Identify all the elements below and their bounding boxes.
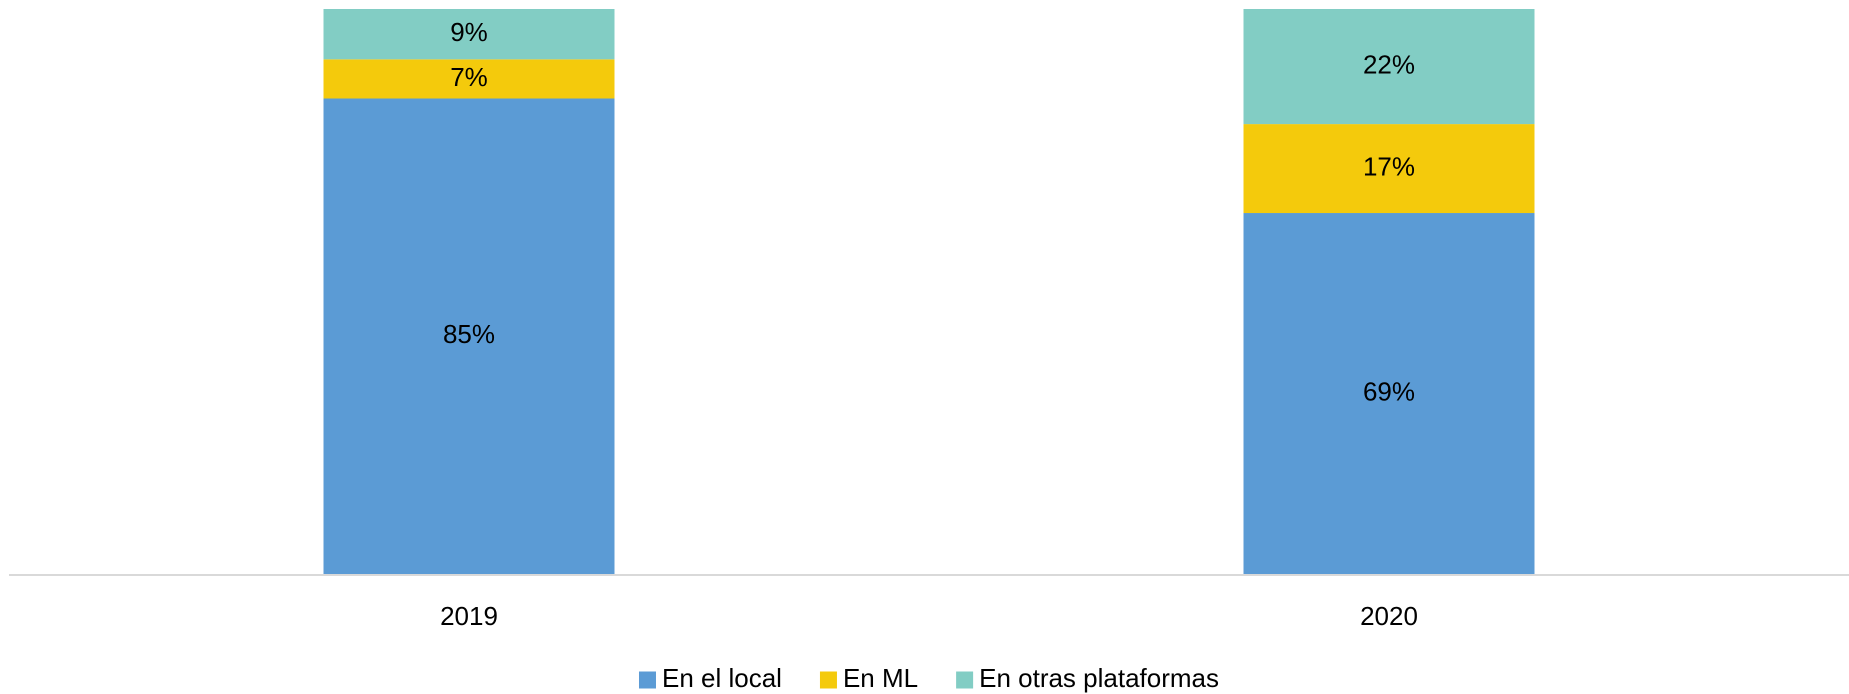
legend-swatch <box>638 671 656 689</box>
legend-label: En ML <box>843 663 918 693</box>
legend-label: En el local <box>662 663 782 693</box>
data-label: 17% <box>1363 151 1415 181</box>
legend-label: En otras plataformas <box>979 663 1219 693</box>
data-label: 69% <box>1363 376 1415 406</box>
x-tick-label: 2020 <box>1360 601 1418 631</box>
bar-segment <box>323 9 615 60</box>
bar-segment <box>1243 9 1535 125</box>
bar-segment <box>323 59 615 99</box>
bar-segment <box>323 98 615 575</box>
bar-segment <box>1243 124 1535 214</box>
x-tick-label: 2019 <box>440 601 498 631</box>
data-label: 22% <box>1363 49 1415 79</box>
bar-segment <box>1243 213 1535 574</box>
data-label: 85% <box>443 319 495 349</box>
data-label: 7% <box>450 62 488 92</box>
data-label: 9% <box>450 17 488 47</box>
legend-swatch <box>819 671 837 689</box>
legend-swatch <box>956 671 974 689</box>
